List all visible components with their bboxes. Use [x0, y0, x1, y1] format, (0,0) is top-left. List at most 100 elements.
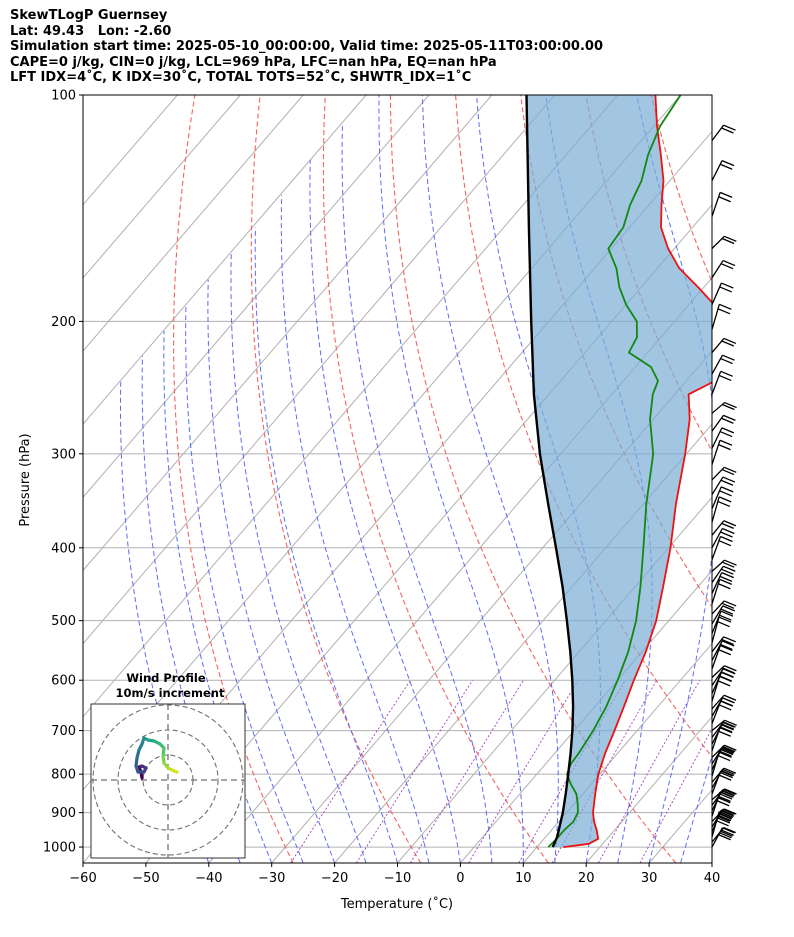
barb-flag: [721, 671, 734, 678]
chart-title-block: SkewTLogP Guernsey Lat: 49.43 Lon: -2.60…: [10, 8, 603, 86]
y-axis-label: Pressure (hPa): [18, 433, 33, 526]
barb-flag: [716, 820, 729, 827]
hodograph-title: Wind Profile: [126, 671, 206, 685]
wind-barb: [711, 337, 737, 353]
isotherm-line: [145, 203, 712, 863]
barb-flag: [721, 282, 734, 289]
barb-flag: [720, 357, 733, 365]
barb-flag: [718, 797, 731, 804]
wind-barb: [711, 605, 736, 625]
y-tick-label: 1000: [43, 841, 76, 856]
barb-flag: [720, 370, 733, 377]
wind-barb: [711, 535, 733, 561]
barb-flag: [719, 727, 733, 734]
barb-flag: [719, 430, 733, 438]
barb-flag: [721, 571, 734, 579]
moist-adiabat-line: [378, 95, 524, 863]
x-tick-label: −20: [321, 871, 348, 886]
wind-barb: [711, 811, 732, 838]
wind-barb: [711, 571, 734, 594]
barb-flag: [724, 401, 737, 409]
barb-flag: [721, 640, 735, 647]
barb-flag: [721, 829, 734, 836]
barb-staff: [711, 304, 720, 330]
moist-adiabat-line: [636, 95, 712, 863]
wind-barb: [711, 401, 737, 414]
barb-flag: [719, 704, 732, 711]
barb-flag: [722, 697, 735, 704]
barb-flag: [721, 747, 734, 755]
barb-flag: [717, 500, 731, 508]
barb-flag: [717, 621, 730, 628]
barb-flag: [719, 614, 732, 621]
barb-flag: [722, 768, 735, 775]
barb-flag: [718, 814, 732, 822]
moist-adiabat-line: [207, 279, 336, 863]
y-tick-label: 600: [51, 674, 76, 689]
moist-adiabat-line: [163, 330, 273, 863]
barb-flag: [721, 522, 734, 529]
barb-flag: [718, 540, 732, 547]
barb-flag: [724, 719, 737, 726]
isotherm-line: [83, 95, 619, 718]
isotherm-line: [83, 95, 367, 425]
barb-flag: [719, 191, 733, 199]
dry-adiabat-line: [389, 95, 677, 863]
wind-barb: [711, 726, 733, 752]
barb-flag: [719, 490, 732, 497]
barb-flag: [719, 439, 733, 446]
profile-lines: [525, 95, 712, 848]
barb-flag: [719, 578, 732, 585]
isotherm-line: [83, 95, 556, 645]
barb-staff: [711, 726, 721, 752]
barb-flag: [721, 417, 734, 424]
wind-barb: [711, 354, 735, 375]
barb-flag: [717, 754, 731, 762]
parcel-line: [525, 95, 575, 848]
barb-flag: [720, 610, 734, 617]
mixing-ratio-line: [290, 679, 411, 863]
barb-flag: [722, 827, 735, 834]
barb-flag: [719, 675, 732, 683]
x-tick-label: 20: [578, 871, 595, 886]
moist-adiabat-line: [280, 195, 430, 863]
isotherm-line: [208, 277, 712, 863]
dewpoint-line: [547, 95, 682, 848]
barb-flag: [720, 608, 734, 615]
isotherm-line: [585, 715, 712, 863]
axis-ticks: −60 −50 −40 −30 −20 −10 0 10 20 30 40 100 200 300 400 5…: [43, 89, 720, 887]
barb-flag: [721, 237, 735, 245]
y-tick-label: 400: [51, 541, 76, 556]
wind-barb: [711, 259, 736, 279]
wind-barb: [711, 520, 737, 536]
barb-flag: [723, 414, 736, 421]
wind-barb: [711, 486, 734, 510]
barb-flag: [717, 308, 731, 315]
barb-flag: [721, 724, 734, 731]
wind-barb: [711, 191, 733, 217]
barb-flag: [717, 817, 731, 824]
x-tick-label: 10: [515, 871, 532, 886]
wind-barb: [711, 640, 735, 661]
barb-flag: [719, 791, 733, 798]
barb-flag: [719, 726, 733, 733]
x-tick-label: 30: [641, 871, 658, 886]
mixing-ratio-line: [355, 679, 473, 863]
barb-flag: [723, 808, 737, 815]
isotherm-line: [83, 95, 304, 352]
barb-flag: [720, 772, 733, 779]
x-tick-label: 0: [456, 871, 464, 886]
barb-flag: [719, 750, 732, 757]
barb-flag: [717, 815, 731, 822]
barb-staff: [711, 160, 723, 181]
y-tick-label: 200: [51, 315, 76, 330]
barb-flag: [724, 744, 737, 751]
barb-staff: [711, 811, 720, 838]
title-indices-2: LFT IDX=4˚C, K IDX=30˚C, TOTAL TOTS=52˚C…: [10, 70, 472, 85]
barb-flag: [722, 527, 735, 535]
y-tick-label: 900: [51, 806, 76, 821]
barb-flag: [719, 286, 732, 293]
wind-barb: [711, 636, 736, 653]
barb-flag: [720, 644, 733, 652]
barb-flag: [719, 793, 733, 800]
